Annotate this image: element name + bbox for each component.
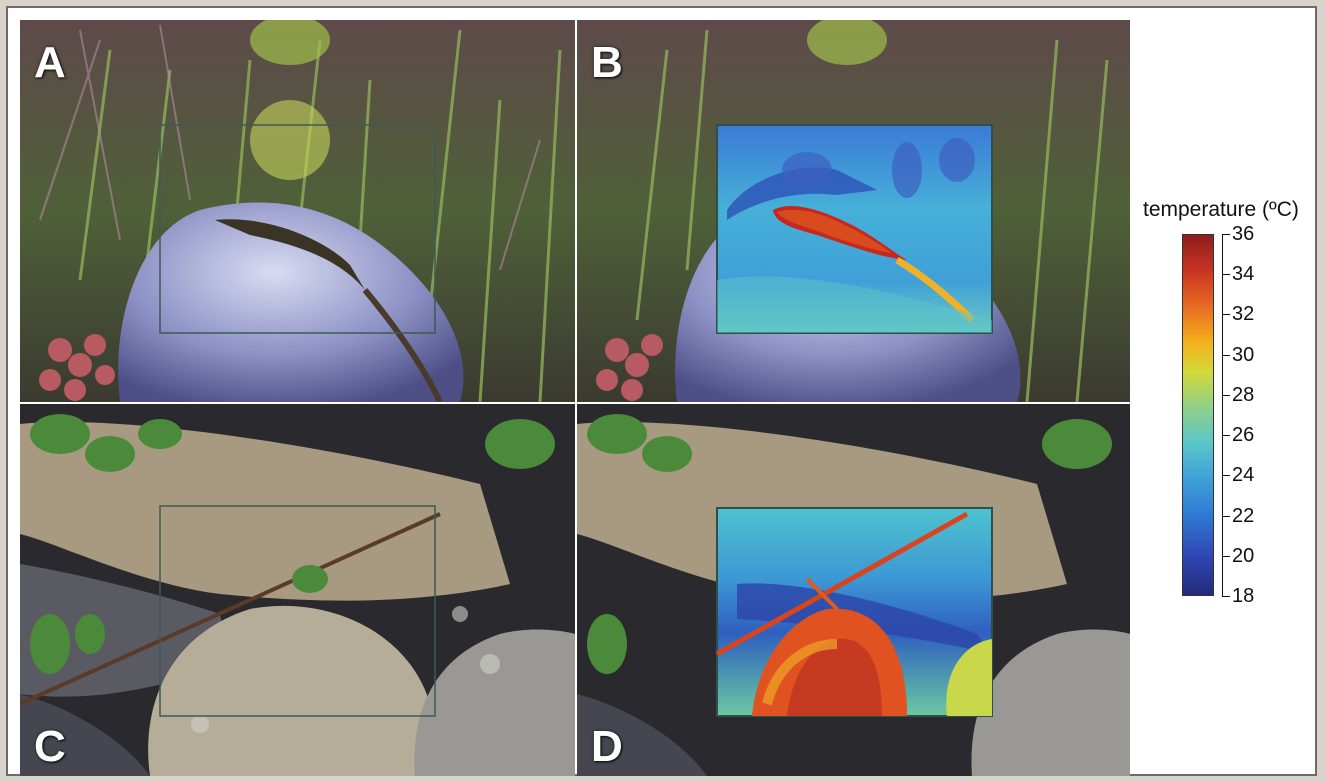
colorbar-tick-label: 20 [1232,545,1255,567]
colorbar-tick-label: 34 [1232,263,1255,285]
temperature-colorbar [1182,234,1214,596]
colorbar-tick-label: 22 [1232,505,1255,527]
colorbar-tick [1222,556,1230,557]
panel-a-photo [20,20,575,402]
colorbar-tick [1222,355,1230,356]
colorbar-tick [1222,395,1230,396]
panel-b-label: B [591,38,623,87]
panel-c: C [20,404,575,776]
colorbar-tick-label: 28 [1232,384,1255,406]
colorbar-tick-label: 26 [1232,424,1255,446]
colorbar-tick-label: 32 [1232,303,1255,325]
colorbar-tick-label: 18 [1232,585,1255,607]
colorbar-tick [1222,234,1230,235]
panel-b: B [577,20,1130,402]
colorbar-tick-label: 24 [1232,464,1255,486]
panel-d-label: D [591,722,623,771]
panel-a: A [20,20,575,402]
colorbar-tick-label: 30 [1232,344,1255,366]
panel-d-photo [577,404,1130,776]
panel-a-label: A [34,38,66,87]
colorbar-tick [1222,475,1230,476]
panel-b-photo [577,20,1130,402]
colorbar-axis [1222,234,1223,596]
colorbar-tick [1222,435,1230,436]
colorbar-tick [1222,516,1230,517]
colorbar-tick [1222,314,1230,315]
panel-d: D [577,404,1130,776]
thermal-inset-d [715,507,993,717]
panel-c-photo [20,404,575,776]
panel-c-label: C [34,722,66,771]
thermal-inset-b [716,124,993,334]
colorbar-tick-label: 36 [1232,223,1255,245]
colorbar-title: temperature (ºC) [1143,198,1299,221]
colorbar-tick [1222,596,1230,597]
colorbar-tick [1222,274,1230,275]
